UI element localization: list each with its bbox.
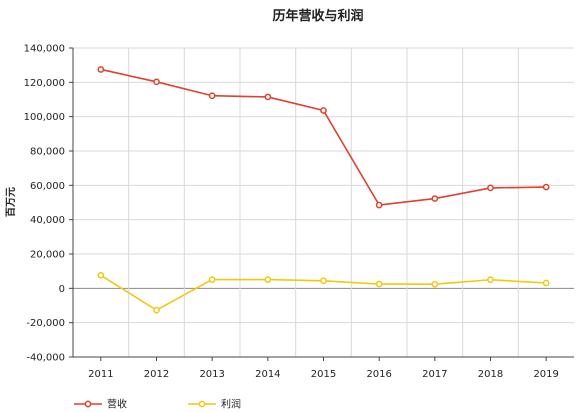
grid-lines bbox=[73, 47, 574, 358]
data-point[interactable] bbox=[431, 195, 439, 202]
y-tick-label: -40,000 bbox=[26, 353, 65, 364]
x-tick-label: 2018 bbox=[478, 369, 503, 380]
data-point[interactable] bbox=[264, 276, 272, 283]
series-lines bbox=[97, 66, 550, 314]
x-tick-label: 2016 bbox=[366, 369, 391, 380]
legend-item-2[interactable]: 利润 bbox=[188, 398, 241, 411]
data-point[interactable] bbox=[97, 271, 105, 279]
x-tick-label: 2012 bbox=[144, 369, 169, 380]
data-point[interactable] bbox=[487, 184, 494, 192]
data-point[interactable] bbox=[320, 107, 327, 114]
legend-swatch-marker bbox=[84, 400, 92, 408]
series-line-1 bbox=[100, 68, 547, 206]
legend[interactable]: 营收 利润 bbox=[74, 398, 241, 411]
data-point[interactable] bbox=[487, 276, 494, 284]
data-point[interactable] bbox=[375, 201, 383, 209]
data-point[interactable] bbox=[320, 277, 327, 285]
y-tick-label: 80,000 bbox=[30, 147, 65, 158]
axes: -40,000 -20,000 0 20,000 40,000 60,000 80,000 1… bbox=[24, 44, 574, 380]
legend-label: 利润 bbox=[221, 398, 241, 411]
y-tick-label: 120,000 bbox=[24, 78, 65, 89]
y-tick-label: 0 bbox=[59, 284, 65, 295]
data-point[interactable] bbox=[264, 93, 272, 101]
data-point[interactable] bbox=[208, 276, 216, 283]
y-tick-label: -20,000 bbox=[26, 318, 65, 329]
x-tick-label: 2015 bbox=[311, 369, 336, 380]
legend-item-1[interactable]: 营收 bbox=[74, 398, 127, 411]
x-tick-label: 2011 bbox=[88, 369, 113, 380]
data-point[interactable] bbox=[542, 279, 550, 287]
y-tick-label: 60,000 bbox=[30, 181, 65, 192]
data-point[interactable] bbox=[153, 78, 160, 86]
x-tick-label: 2014 bbox=[255, 369, 280, 380]
x-tick-label: 2013 bbox=[199, 369, 224, 380]
data-point[interactable] bbox=[542, 183, 550, 191]
x-tick-label: 2019 bbox=[533, 369, 558, 380]
y-axis-label: 百万元 bbox=[5, 187, 17, 217]
y-tick-label: 100,000 bbox=[24, 112, 65, 123]
data-point[interactable] bbox=[431, 280, 439, 288]
x-tick-label: 2017 bbox=[422, 369, 447, 380]
data-point[interactable] bbox=[153, 306, 160, 314]
data-point[interactable] bbox=[97, 66, 105, 73]
y-tick-label: 40,000 bbox=[30, 215, 65, 226]
y-tick-label: 140,000 bbox=[24, 44, 65, 55]
legend-label: 营收 bbox=[107, 398, 127, 411]
y-tick-label: 20,000 bbox=[30, 250, 65, 261]
data-point[interactable] bbox=[208, 92, 216, 100]
data-point[interactable] bbox=[375, 280, 383, 288]
chart-title: 历年营收与利润 bbox=[272, 8, 363, 24]
legend-swatch-marker bbox=[198, 400, 206, 408]
